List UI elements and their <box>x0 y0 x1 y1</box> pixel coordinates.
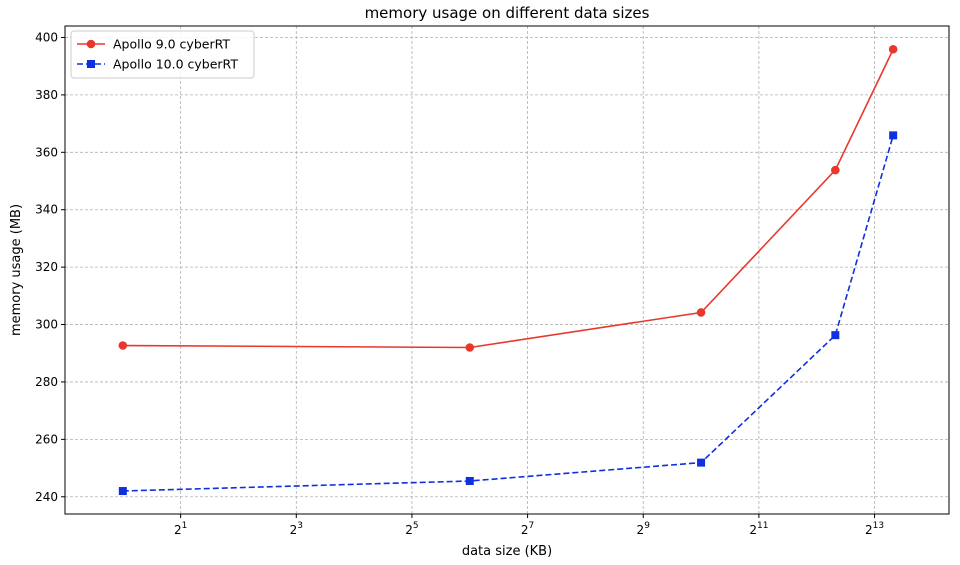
series-layer <box>118 44 898 496</box>
plot-frame <box>64 25 950 515</box>
y-tick-label: 300 <box>35 318 58 332</box>
legend: Apollo 9.0 cyberRT Apollo 10.0 cyberRT <box>70 30 255 79</box>
y-tick-label: 380 <box>35 88 58 102</box>
x-tick-label: 211 <box>749 521 768 537</box>
x-tick-label: 213 <box>865 521 884 537</box>
y-tick-label: 240 <box>35 490 58 504</box>
y-tick-label: 360 <box>35 145 58 159</box>
x-tick-label: 25 <box>405 521 418 537</box>
series-2-point <box>831 331 840 340</box>
x-tick-label: 21 <box>174 521 187 537</box>
grid <box>65 26 949 514</box>
x-axis-label: data size (KB) <box>462 544 552 559</box>
legend-marker <box>86 39 96 49</box>
y-tick-label: 320 <box>35 260 58 274</box>
series-2-point <box>697 458 706 467</box>
series-1-point <box>831 165 840 175</box>
x-tick-label: 27 <box>521 521 534 537</box>
series-2-point <box>118 487 127 496</box>
y-tick-label: 280 <box>35 375 58 389</box>
series-1-point <box>696 308 706 317</box>
series-line-1 <box>122 48 894 349</box>
series-1-point <box>888 44 898 54</box>
series-1-point <box>465 343 475 352</box>
series-2-point <box>465 476 474 485</box>
y-tick-label: 260 <box>35 432 58 446</box>
series-2-point <box>889 131 898 140</box>
x-tick-label: 23 <box>290 521 303 537</box>
y-tick-label: 340 <box>35 203 58 217</box>
legend-marker <box>87 60 95 68</box>
x-tick-label: 29 <box>637 521 651 537</box>
series-line-2 <box>122 135 894 492</box>
y-tick-label: 400 <box>35 30 58 44</box>
legend-box <box>70 30 255 79</box>
legend-label: Apollo 10.0 cyberRT <box>113 57 238 72</box>
y-axis-label: memory usage (MB) <box>9 204 24 336</box>
chart-title: memory usage on different data sizes <box>365 4 650 22</box>
ticks: 21 23 25 27 29 211 213 240 260 280 300 320 340 360 380… <box>35 30 884 537</box>
series-1-point <box>118 341 128 350</box>
legend-label: Apollo 9.0 cyberRT <box>113 37 230 52</box>
